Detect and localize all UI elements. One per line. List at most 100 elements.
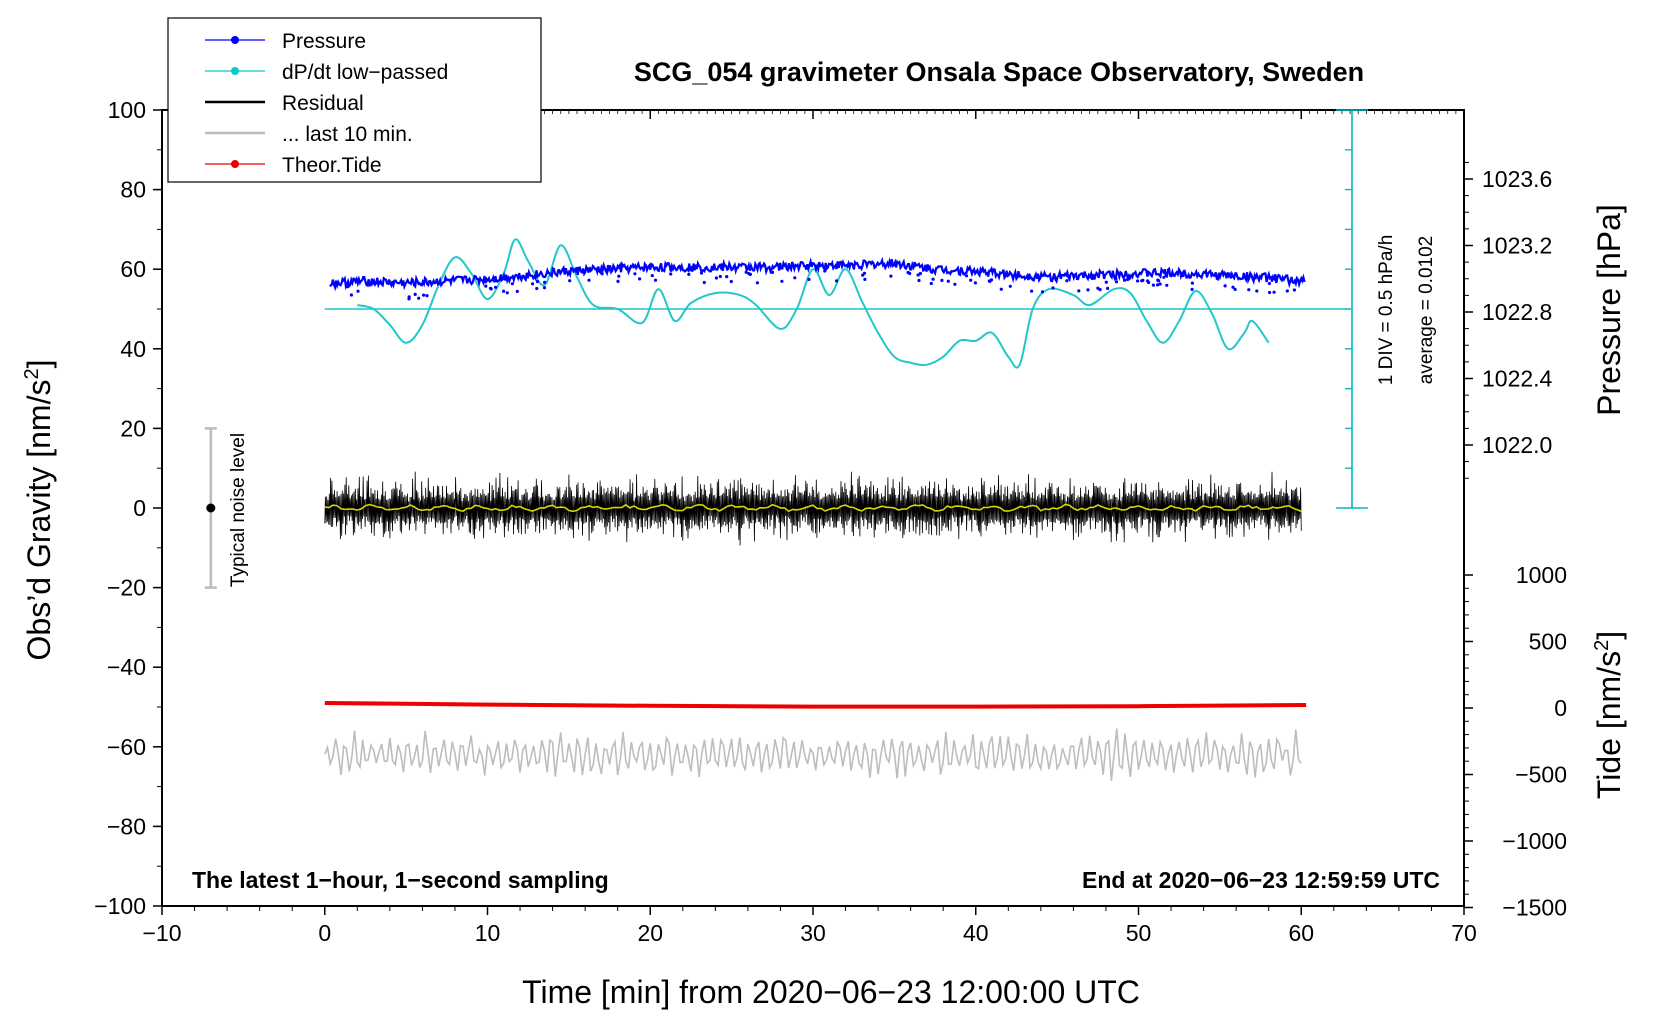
pressure-point <box>1165 283 1169 287</box>
pressure-point <box>494 285 498 289</box>
pressure-point <box>889 274 893 278</box>
x-tick-label: 0 <box>318 920 331 946</box>
y-tick-label: 40 <box>120 336 146 362</box>
pressure-point <box>916 273 920 277</box>
y-tick-label: 60 <box>120 256 146 282</box>
y-tick-label: −80 <box>107 813 146 839</box>
pressure-point <box>568 279 572 283</box>
y-axis-pressure: 1023.6 1023.2 1022.8 1022.4 1022.0 <box>1464 161 1553 479</box>
pressure-point <box>1008 284 1012 288</box>
y-axis-tide-title-close: ] <box>1591 631 1627 640</box>
x-axis-title: Time [min] from 2020−06−23 12:00:00 UTC <box>522 974 1140 1010</box>
series-last-10-min <box>324 728 1302 781</box>
tide-tick-label: −1500 <box>1502 895 1567 921</box>
pressure-point <box>929 281 933 286</box>
pressure-point <box>1156 283 1160 287</box>
series-theor-tide <box>324 701 1307 709</box>
pressure-tick-label: 1022.4 <box>1482 366 1553 392</box>
tide-tick-label: −1000 <box>1502 828 1567 854</box>
pressure-point <box>1285 289 1289 293</box>
pressure-point <box>1268 290 1272 295</box>
pressure-point <box>1086 288 1090 292</box>
pressure-point <box>780 279 784 283</box>
pressure-point <box>345 285 349 289</box>
noise-level-bar <box>204 427 217 589</box>
pressure-point <box>1223 284 1227 288</box>
pressure-point <box>1147 280 1151 285</box>
legend-label: Pressure <box>282 30 366 53</box>
pressure-point <box>543 280 547 284</box>
chart-title: SCG_054 gravimeter Onsala Space Observat… <box>634 57 1364 87</box>
pressure-point <box>1126 277 1130 282</box>
pressure-point <box>1140 279 1144 283</box>
pressure-point <box>1157 279 1161 283</box>
pressure-point <box>600 272 604 276</box>
pressure-point <box>413 292 417 296</box>
y-tick-label: 100 <box>108 97 146 123</box>
pressure-point <box>425 294 429 298</box>
pressure-point <box>1106 286 1110 290</box>
pressure-tick-label: 1023.2 <box>1482 233 1552 259</box>
y-tick-label: 80 <box>120 177 146 203</box>
pressure-point <box>653 278 658 282</box>
pressure-tick-label: 1022.8 <box>1482 299 1552 325</box>
pressure-point <box>770 270 775 274</box>
pressure-point <box>946 279 950 283</box>
pressure-point <box>917 278 921 283</box>
end-time-note: End at 2020−06−23 12:59:59 UTC <box>1082 867 1440 893</box>
legend-dot <box>231 36 239 44</box>
pressure-point <box>484 284 488 288</box>
pressure-point <box>356 289 360 293</box>
y-tick-label: −60 <box>107 734 146 760</box>
series-pressure <box>329 256 1306 292</box>
y-axis-tide: 1000 500 0 −500 −1000 −1500 <box>1464 562 1567 921</box>
pressure-point <box>862 271 867 275</box>
pressure-point <box>407 297 411 301</box>
y-axis-left-title-text: Obs’d Gravity [nm/s <box>21 380 57 661</box>
x-tick-label: 60 <box>1288 920 1314 946</box>
legend-label: Theor.Tide <box>282 154 382 177</box>
x-tick-label: 30 <box>800 920 826 946</box>
pressure-point <box>1231 285 1235 289</box>
pressure-point <box>349 293 353 297</box>
pressure-point <box>505 291 509 295</box>
pressure-point <box>1104 280 1108 284</box>
pressure-point <box>587 278 591 282</box>
pressure-point <box>755 281 760 285</box>
tide-tick-label: 1000 <box>1516 562 1567 588</box>
noise-label: Typical noise level <box>228 433 249 587</box>
pressure-point <box>502 289 506 293</box>
pressure-point <box>1151 283 1155 287</box>
pressure-point <box>1136 279 1140 283</box>
sampling-note: The latest 1−hour, 1−second sampling <box>192 867 609 893</box>
pressure-point <box>807 277 811 282</box>
pressure-tick-label: 1023.6 <box>1482 166 1552 192</box>
x-tick-label: 50 <box>1126 920 1152 946</box>
div-label: 1 DIV = 0.5 hPa/h <box>1376 235 1397 386</box>
legend-label: dP/dt low−passed <box>282 61 448 84</box>
tide-tick-label: 500 <box>1529 629 1567 655</box>
pressure-point <box>422 293 426 297</box>
y-tick-label: −40 <box>107 654 146 680</box>
pressure-point <box>725 275 729 279</box>
pressure-point <box>1267 281 1271 286</box>
noise-bar-center-dot <box>206 503 216 513</box>
pressure-point <box>999 287 1003 291</box>
pressure-point <box>1114 277 1118 281</box>
y-tick-label: 20 <box>120 415 146 441</box>
pressure-point <box>535 279 540 284</box>
legend-dot <box>231 67 239 75</box>
pressure-point <box>669 272 673 276</box>
y-axis-tide-title-text: Tide [nm/s <box>1591 651 1627 799</box>
pressure-point <box>633 272 637 276</box>
pressure-point <box>699 271 704 275</box>
y-axis-left-title-close: ] <box>21 360 57 369</box>
pressure-point <box>1255 289 1259 293</box>
x-axis: −10 0 10 20 30 40 50 60 70 <box>142 110 1477 946</box>
pressure-point <box>714 276 719 280</box>
pressure-point <box>638 277 642 281</box>
pressure-point <box>1051 286 1055 290</box>
pressure-tick-label: 1022.0 <box>1482 432 1552 458</box>
pressure-point <box>542 286 547 290</box>
pressure-point <box>1292 288 1296 292</box>
